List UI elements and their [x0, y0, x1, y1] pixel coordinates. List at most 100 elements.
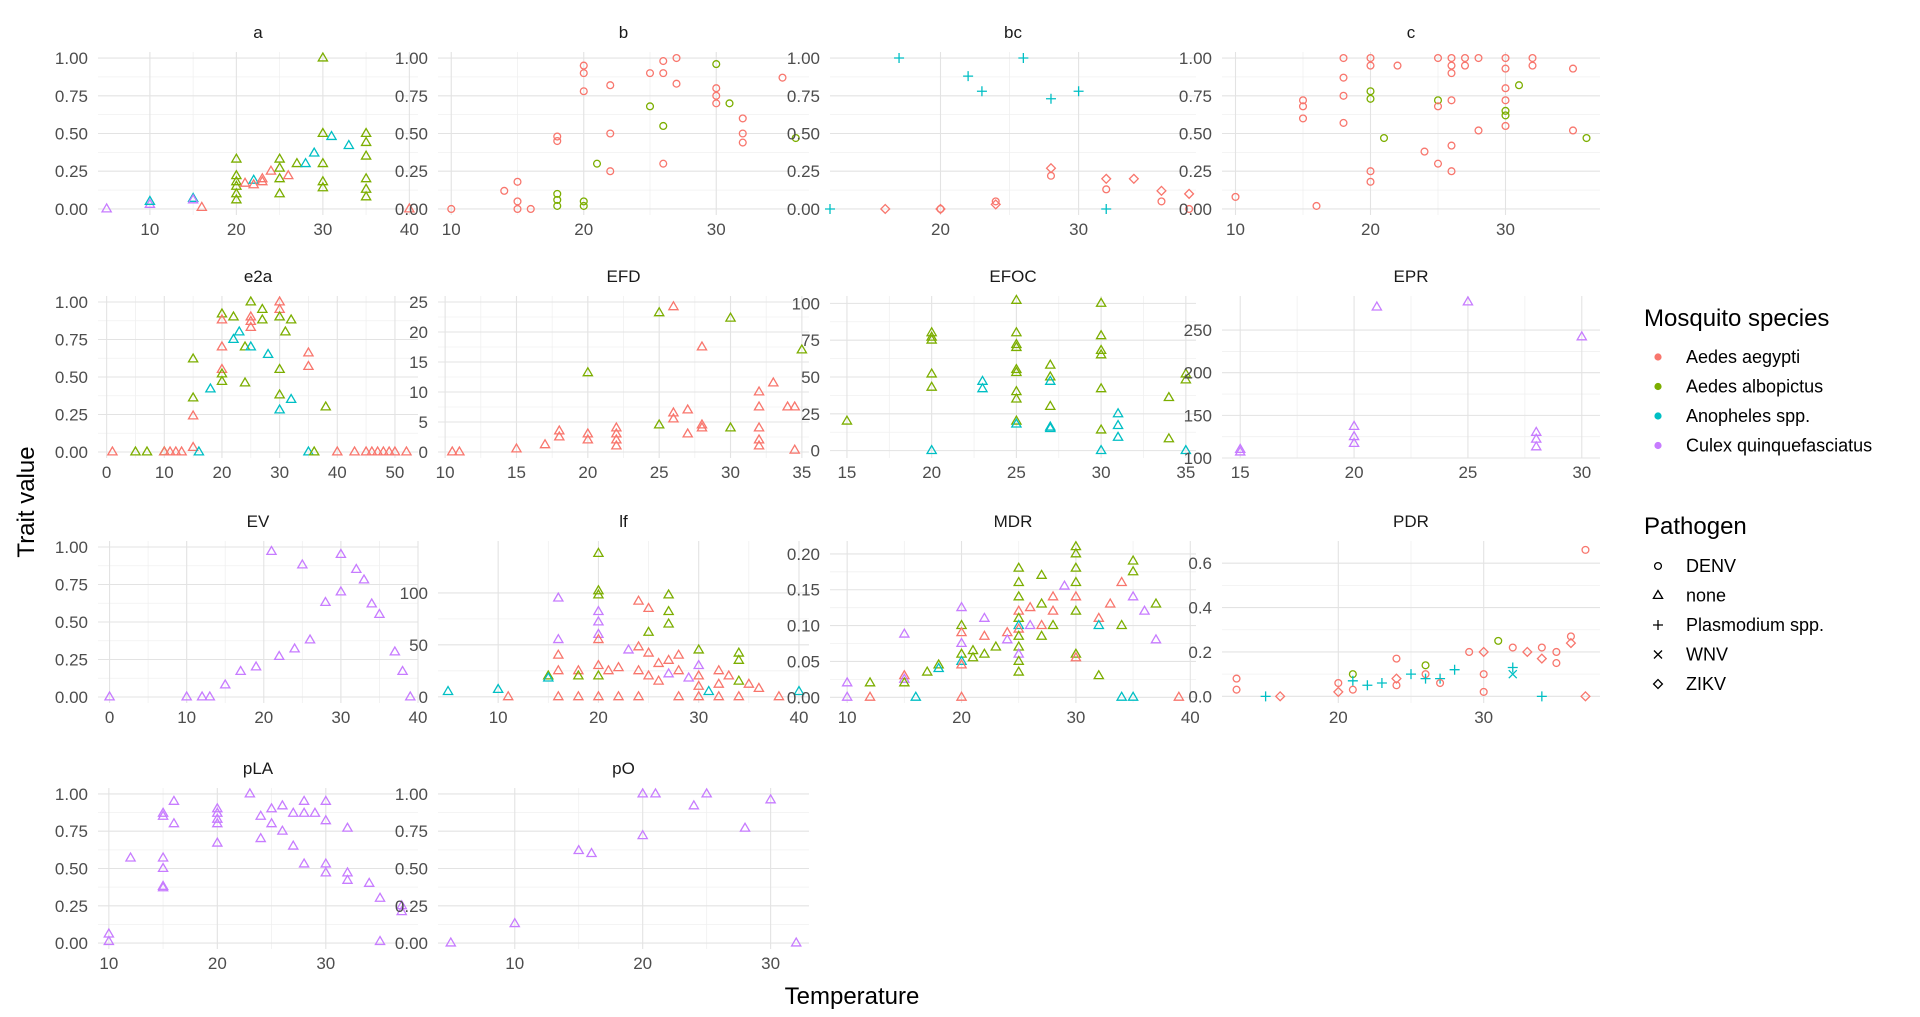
data-point: [1339, 91, 1348, 100]
y-tick-label: 100: [792, 294, 820, 313]
data-point: [230, 193, 243, 204]
data-point: [296, 558, 309, 569]
data-point: [216, 375, 228, 386]
panel-title: c: [1407, 23, 1416, 42]
data-point: [175, 445, 188, 456]
y-tick-label: 1.00: [55, 785, 88, 804]
data-point: [610, 433, 623, 444]
data-point: [553, 195, 562, 204]
data-point: [1010, 417, 1023, 428]
data-point: [1528, 61, 1537, 70]
data-point: [124, 851, 137, 862]
y-tick-label: 0.00: [55, 934, 88, 953]
x-tick-label: 20: [1361, 220, 1380, 239]
data-point: [513, 204, 522, 214]
data-point: [738, 129, 747, 138]
data-point: [1362, 680, 1373, 691]
data-point: [1127, 590, 1139, 601]
data-point: [1347, 675, 1358, 686]
y-tick-label: 0.25: [395, 897, 428, 916]
data-point: [157, 862, 169, 873]
data-point: [579, 87, 588, 96]
panel-title: EFD: [607, 267, 641, 286]
data-point: [1044, 375, 1057, 385]
data-point: [1334, 678, 1343, 688]
data-point: [789, 443, 801, 454]
data-point: [341, 821, 354, 832]
legend-pathogen-label: none: [1686, 586, 1726, 606]
data-point: [738, 114, 747, 123]
data-point: [230, 187, 243, 198]
data-point: [636, 829, 649, 840]
data-point: [168, 795, 180, 805]
data-point: [285, 313, 297, 324]
data-point: [632, 664, 645, 675]
x-tick-label: 10: [1226, 220, 1245, 239]
y-tick-label: 1.00: [55, 538, 88, 557]
data-point: [925, 333, 938, 344]
data-point: [1298, 114, 1308, 123]
data-point: [1433, 159, 1443, 168]
data-point: [453, 445, 466, 456]
data-point: [157, 810, 169, 820]
data-point: [753, 400, 765, 411]
data-point: [1035, 630, 1048, 640]
data-point: [1474, 126, 1483, 135]
y-tick-label: 0.50: [787, 125, 820, 144]
data-point: [696, 421, 708, 432]
data-point: [733, 674, 745, 685]
x-tick-label: 30: [270, 463, 289, 482]
data-point: [841, 690, 853, 701]
x-tick-label: 30: [1069, 220, 1088, 239]
data-point: [1566, 632, 1575, 641]
data-point: [1576, 330, 1588, 341]
data-point: [1012, 619, 1025, 630]
data-point: [1501, 121, 1510, 131]
data-point: [1163, 391, 1175, 402]
y-tick-label: 0.00: [787, 200, 820, 219]
data-point: [696, 340, 708, 351]
data-point: [1312, 201, 1321, 210]
data-point: [234, 665, 247, 676]
data-point: [1507, 662, 1518, 673]
legend-swatch: [1654, 382, 1662, 391]
y-tick-label: 0.25: [55, 162, 88, 181]
data-point: [360, 136, 372, 147]
data-point: [227, 310, 240, 321]
data-point: [320, 866, 332, 877]
data-point: [753, 385, 765, 396]
data-point: [395, 899, 408, 910]
x-tick-label: 30: [761, 954, 780, 973]
data-point: [1173, 690, 1185, 701]
data-point: [331, 445, 344, 456]
data-point: [606, 167, 615, 176]
data-point: [925, 444, 938, 455]
legend-shape-icon: [1653, 620, 1663, 630]
data-point: [204, 690, 216, 701]
data-point: [144, 195, 156, 205]
data-point: [659, 159, 668, 168]
data-point: [383, 445, 395, 456]
y-tick-label: 1.00: [1179, 49, 1212, 68]
data-point: [592, 159, 602, 168]
legend-species-label: Aedes aegypti: [1686, 347, 1800, 367]
data-point: [898, 673, 911, 683]
y-tick-label: 0.20: [787, 545, 820, 564]
data-point: [682, 671, 695, 682]
data-point: [245, 315, 257, 326]
data-point: [1479, 687, 1488, 696]
data-point: [1447, 96, 1456, 105]
data-point: [692, 643, 705, 654]
x-tick-label: 20: [578, 463, 597, 482]
y-tick-label: 0.75: [395, 822, 428, 841]
y-tick-label: 150: [1184, 406, 1212, 425]
data-point: [653, 418, 665, 429]
data-point: [642, 626, 655, 636]
x-tick-label: 20: [952, 708, 971, 727]
y-tick-label: 1.00: [55, 49, 88, 68]
data-point: [1552, 647, 1561, 657]
data-point: [1180, 367, 1192, 378]
data-point: [389, 645, 401, 656]
data-point: [662, 605, 675, 616]
